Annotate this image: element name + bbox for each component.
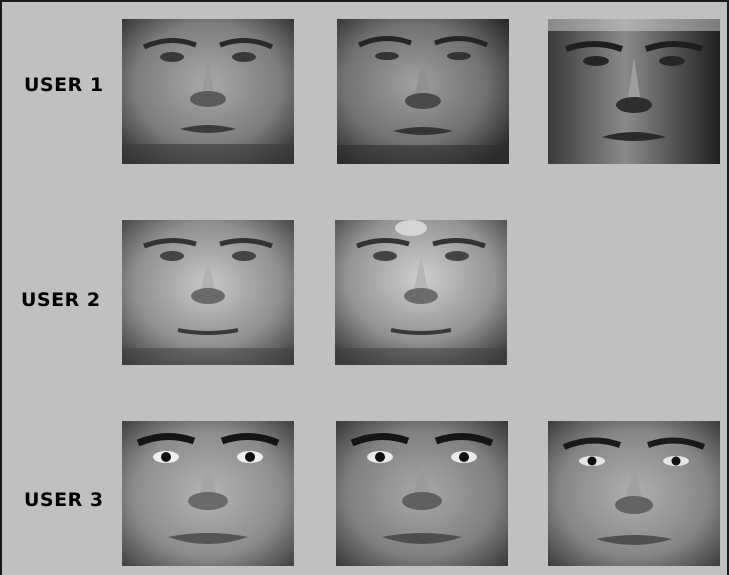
face-photo (335, 220, 507, 365)
user-2-label: USER 2 (21, 289, 101, 311)
user-3-face-image-2 (336, 421, 508, 566)
user-1-face-image-3 (548, 19, 720, 164)
face-photo (548, 19, 720, 164)
user-1-face-image-2 (337, 19, 509, 164)
user-2-face-image-1 (122, 220, 294, 365)
face-photo (337, 19, 509, 164)
user-3-face-image-1 (122, 421, 294, 566)
user-1-label: USER 1 (24, 74, 104, 96)
user-3-label: USER 3 (24, 489, 104, 511)
face-photo (336, 421, 508, 566)
face-photo (548, 421, 720, 566)
user-3-face-image-3 (548, 421, 720, 566)
user-1-face-image-1 (122, 19, 294, 164)
user-2-face-image-2 (335, 220, 507, 365)
face-photo (122, 421, 294, 566)
face-photo (122, 19, 294, 164)
face-photo (122, 220, 294, 365)
